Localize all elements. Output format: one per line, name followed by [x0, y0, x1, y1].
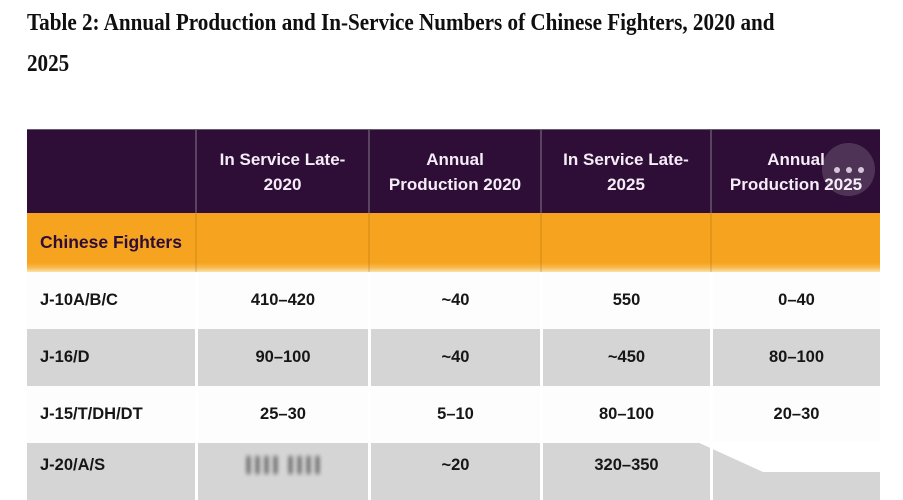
table-cell: 410–420 [195, 272, 368, 329]
table-row: J-10A/B/C 410–420 ~40 550 0–40 [27, 272, 880, 329]
table-cell: ~40 [368, 329, 540, 386]
header-cell-empty [27, 130, 195, 213]
header-cell-in-service-2025: In Service Late- 2025 [540, 130, 710, 213]
section-row-chinese-fighters: Chinese Fighters [27, 213, 880, 272]
fighter-model-label: J-10A/B/C [40, 291, 118, 309]
fighter-model-label: J-15/T/DH/DT [40, 405, 143, 423]
ellipsis-icon [833, 166, 840, 173]
table-header-row: In Service Late- 2020 Annual Production … [27, 129, 880, 213]
table-cell: 20–30 [710, 386, 880, 443]
table-cell: ~40 [368, 272, 540, 329]
fighter-model-label: J-20/A/S [40, 456, 106, 474]
table-row: J-16/D 90–100 ~40 ~450 80–100 [27, 329, 880, 386]
table-cell: 80–100 [540, 386, 710, 443]
table-cell: 0–40 [710, 272, 880, 329]
table-cell: 90–100 [195, 329, 368, 386]
blurred-value [247, 456, 319, 474]
table-row: J-15/T/DH/DT 25–30 5–10 80–100 20–30 [27, 386, 880, 443]
section-label: Chinese Fighters [40, 232, 182, 252]
table-cell: 80–100 [710, 329, 880, 386]
header-cell-production-2020: Annual Production 2020 [368, 130, 540, 213]
table-cell: 5–10 [368, 386, 540, 443]
table-cell: 25–30 [195, 386, 368, 443]
ellipsis-icon [845, 166, 852, 173]
table-cell: 550 [540, 272, 710, 329]
page-title: Table 2: Annual Production and In-Servic… [27, 10, 775, 77]
header-cell-in-service-2020: In Service Late- 2020 [195, 130, 368, 213]
more-options-button[interactable] [822, 143, 875, 196]
fighter-model-label: J-16/D [40, 348, 90, 366]
table-cell: ~450 [540, 329, 710, 386]
ellipsis-icon [857, 166, 864, 173]
header-cell-production-2025: Annual Production 2025 [710, 130, 880, 213]
